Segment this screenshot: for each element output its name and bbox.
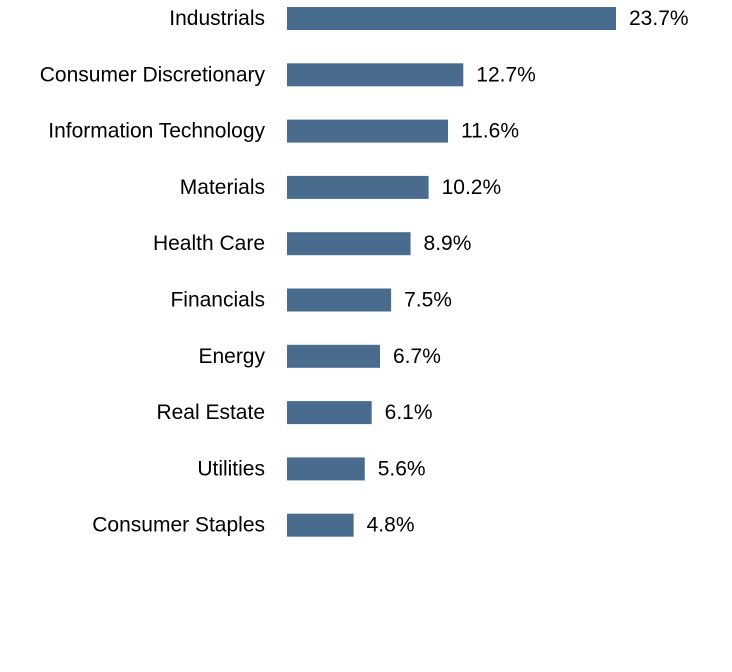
value-label: 10.2% — [442, 176, 502, 199]
value-label: 4.8% — [367, 514, 415, 537]
category-label: Energy — [198, 345, 265, 368]
value-label: 12.7% — [476, 63, 536, 86]
bar — [287, 401, 372, 425]
bar-group: Financials 7.5% — [170, 288, 452, 312]
bar — [287, 7, 616, 30]
bar — [287, 232, 411, 256]
bar-group: Health Care 8.9% — [153, 232, 472, 256]
category-label: Information Technology — [48, 120, 265, 143]
bar — [287, 175, 429, 199]
value-label: 11.6% — [461, 120, 519, 143]
bar-group: Information Technology 11.6% — [48, 119, 519, 143]
bar-group: Real Estate 6.1% — [156, 401, 433, 425]
category-label: Consumer Staples — [92, 514, 265, 537]
value-label: 7.5% — [404, 289, 452, 312]
value-label: 23.7% — [629, 7, 689, 30]
category-label: Industrials — [169, 7, 265, 30]
bar — [287, 513, 354, 537]
value-label: 6.7% — [393, 345, 441, 368]
value-label: 6.1% — [385, 401, 433, 424]
category-label: Materials — [180, 176, 265, 199]
value-label: 5.6% — [378, 457, 426, 480]
category-label: Utilities — [197, 457, 265, 480]
bar — [287, 344, 381, 368]
bar-group: Industrials 23.7% — [169, 7, 689, 30]
category-label: Health Care — [153, 232, 265, 255]
bar — [287, 119, 449, 143]
value-label: 8.9% — [424, 232, 472, 255]
bar-group: Consumer Discretionary 12.7% — [40, 63, 536, 87]
bar-group: Materials 10.2% — [180, 175, 502, 199]
category-label: Financials — [170, 289, 265, 312]
category-label: Real Estate — [156, 401, 265, 424]
bar-group: Consumer Staples 4.8% — [92, 513, 415, 537]
category-label: Consumer Discretionary — [40, 63, 266, 86]
bar-group: Energy 6.7% — [198, 344, 441, 368]
bar — [287, 63, 464, 87]
bar — [287, 457, 365, 481]
bar-group: Utilities 5.6% — [197, 457, 426, 481]
bar — [287, 288, 392, 312]
